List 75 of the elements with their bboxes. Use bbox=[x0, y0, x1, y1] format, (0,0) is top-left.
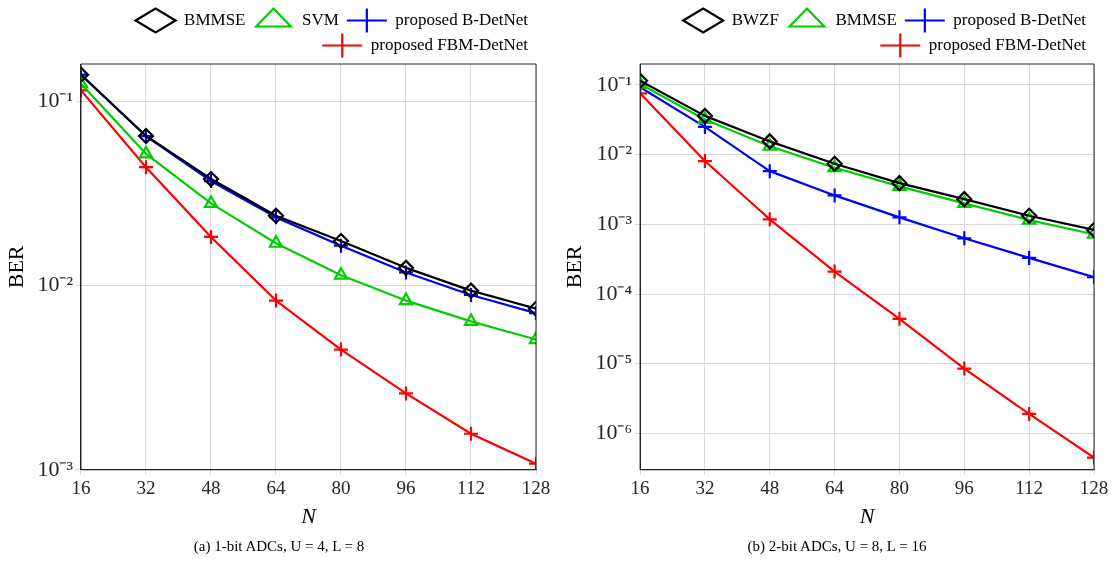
point bbox=[397, 264, 415, 281]
x-tick-label: 112 bbox=[457, 477, 485, 499]
point bbox=[827, 159, 842, 173]
point bbox=[891, 310, 908, 327]
x-axis-title: N bbox=[858, 502, 876, 528]
point bbox=[333, 267, 349, 280]
legend-label: proposed B-DetNet bbox=[395, 9, 529, 29]
point bbox=[332, 237, 350, 254]
point bbox=[761, 163, 778, 180]
point bbox=[762, 138, 777, 151]
point bbox=[463, 313, 479, 326]
y-tick-label: 10⁻⁴ bbox=[595, 279, 633, 305]
x-axis-title: N bbox=[300, 502, 318, 528]
y-axis-title: BER bbox=[560, 245, 586, 289]
x-tick-label: 32 bbox=[695, 477, 715, 499]
text: (a) 1-bit ADCs, U = 4, L = 8 bbox=[192, 538, 366, 555]
point bbox=[1021, 405, 1038, 423]
y-axis-title: BER bbox=[2, 245, 28, 289]
y-tick-label: 10⁻¹ bbox=[596, 70, 633, 96]
legend-label: proposed FBM-DetNet bbox=[370, 34, 529, 54]
point bbox=[462, 282, 480, 299]
point bbox=[462, 286, 480, 304]
point bbox=[137, 159, 155, 176]
y-tick-label: 10⁻⁵ bbox=[595, 349, 633, 375]
x-tick-label: 128 bbox=[1079, 477, 1109, 499]
x-tick-label: 80 bbox=[889, 477, 909, 499]
x-tick-label: 112 bbox=[1015, 477, 1044, 499]
point bbox=[957, 195, 972, 208]
point bbox=[826, 187, 843, 204]
x-tick-label: 64 bbox=[266, 477, 286, 499]
point bbox=[826, 263, 843, 280]
y-tick-label: 10⁻¹ bbox=[37, 87, 73, 113]
y-tick-label: 10⁻² bbox=[37, 271, 74, 297]
point bbox=[267, 292, 285, 309]
x-tick-label: 96 bbox=[954, 477, 974, 499]
legend-label: proposed B-DetNet bbox=[953, 9, 1087, 29]
x-tick-label: 48 bbox=[760, 477, 780, 499]
point bbox=[696, 118, 714, 136]
x-tick-label: 32 bbox=[136, 477, 156, 499]
y-tick-label: 10⁻² bbox=[596, 140, 633, 166]
x-tick-label: 48 bbox=[201, 477, 221, 499]
point bbox=[268, 235, 284, 248]
legend-label: SVM bbox=[301, 9, 339, 29]
legend-label: BWZF bbox=[731, 9, 779, 29]
point bbox=[956, 230, 973, 247]
point bbox=[956, 360, 973, 377]
point bbox=[761, 133, 778, 150]
text: (b) 2-bit ADCs, U = 8, L = 16 bbox=[746, 538, 928, 555]
point bbox=[1021, 212, 1037, 225]
point bbox=[462, 425, 480, 442]
y-tick-label: 10⁻⁶ bbox=[595, 419, 633, 445]
point bbox=[1021, 249, 1038, 266]
legend-label: BMMSE bbox=[184, 9, 246, 29]
x-tick-label: 64 bbox=[825, 477, 845, 499]
legend-label: proposed FBM-DetNet bbox=[928, 34, 1087, 54]
y-tick-label: 10⁻³ bbox=[596, 210, 633, 236]
y-tick-label: 10⁻³ bbox=[37, 455, 74, 481]
x-tick-label: 128 bbox=[521, 477, 551, 499]
point bbox=[696, 152, 714, 170]
point bbox=[332, 341, 350, 358]
x-tick-label: 80 bbox=[331, 477, 351, 499]
point bbox=[203, 195, 219, 208]
legend-label: BMMSE bbox=[835, 9, 897, 29]
point bbox=[697, 111, 713, 125]
point bbox=[398, 292, 414, 306]
x-tick-label: 16 bbox=[71, 477, 91, 499]
point bbox=[332, 232, 350, 250]
point bbox=[891, 209, 908, 226]
point bbox=[202, 228, 220, 246]
point bbox=[761, 211, 778, 228]
point bbox=[397, 259, 415, 276]
x-tick-label: 16 bbox=[630, 477, 650, 499]
x-tick-label: 96 bbox=[396, 477, 416, 499]
point bbox=[397, 385, 415, 402]
point bbox=[138, 145, 154, 159]
